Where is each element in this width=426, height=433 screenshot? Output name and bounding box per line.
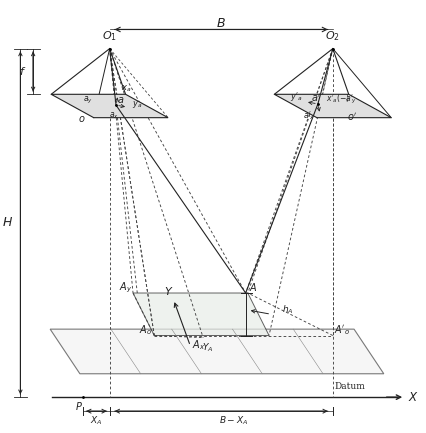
- Text: $a'_x$: $a'_x$: [302, 109, 314, 122]
- Text: $Y_A$: $Y_A$: [201, 341, 213, 354]
- Polygon shape: [274, 94, 390, 118]
- Text: $a_x$: $a_x$: [109, 110, 118, 120]
- Text: $x_a$: $x_a$: [121, 84, 132, 94]
- Text: $x'_a(-)$: $x'_a(-)$: [325, 93, 350, 105]
- Text: $Y$: $Y$: [164, 285, 173, 297]
- Text: $a$: $a$: [117, 95, 124, 105]
- Text: $X_A$: $X_A$: [90, 414, 103, 427]
- Polygon shape: [51, 94, 168, 118]
- Text: $y'_a$: $y'_a$: [290, 90, 302, 103]
- Text: $O_2$: $O_2$: [325, 29, 340, 43]
- Text: $A$: $A$: [248, 281, 257, 293]
- Text: $A'_o$: $A'_o$: [333, 323, 349, 337]
- Text: $o$: $o$: [78, 114, 86, 124]
- Text: $B - X_A$: $B - X_A$: [219, 414, 248, 427]
- Text: $A_o$: $A_o$: [139, 323, 152, 337]
- Polygon shape: [133, 293, 268, 336]
- Text: $A_x$: $A_x$: [192, 338, 205, 352]
- Text: $B$: $B$: [216, 16, 226, 29]
- Text: $a'$: $a'$: [310, 92, 320, 104]
- Text: $X$: $X$: [407, 391, 418, 404]
- Text: $h_A$: $h_A$: [282, 304, 293, 316]
- Polygon shape: [50, 329, 383, 374]
- Text: $A_y$: $A_y$: [119, 281, 132, 295]
- Text: $y_a$: $y_a$: [132, 99, 142, 110]
- Text: $H$: $H$: [2, 216, 13, 229]
- Text: Datum: Datum: [334, 382, 364, 391]
- Text: $a'_y$: $a'_y$: [344, 93, 356, 106]
- Text: $P$: $P$: [75, 401, 83, 413]
- Text: $f$: $f$: [19, 65, 26, 78]
- Text: $o'$: $o'$: [346, 112, 356, 123]
- Text: $a_y$: $a_y$: [83, 95, 93, 107]
- Text: $O_1$: $O_1$: [102, 29, 117, 43]
